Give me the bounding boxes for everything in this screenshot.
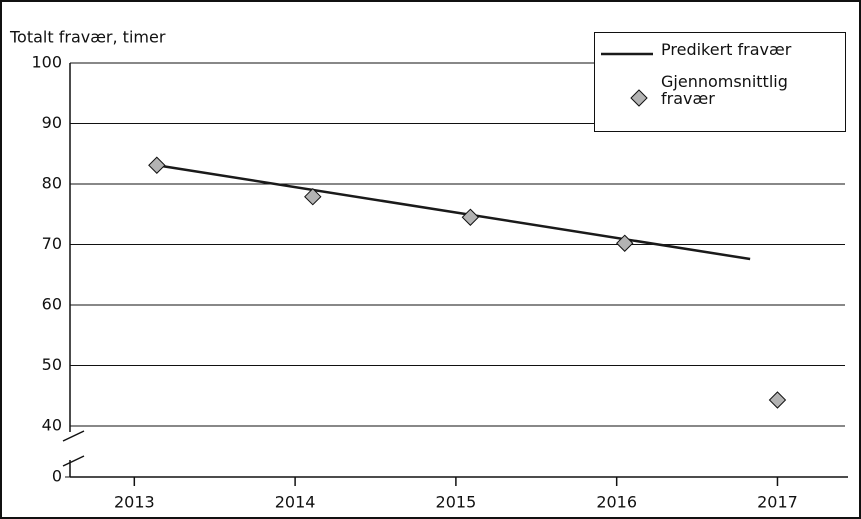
y-tick-label: 100	[31, 53, 62, 72]
data-point	[768, 391, 787, 409]
data-point	[148, 156, 166, 174]
x-tick-label: 2013	[114, 493, 155, 512]
y-tick-label: 50	[42, 355, 62, 374]
y-tick-label: 80	[42, 174, 62, 193]
plot: 0 40 50 60 70 80 90 100 2013 2014 2015 2016 2017	[31, 53, 845, 512]
axis-break	[62, 455, 85, 467]
legend-label: Gjennomsnittlig fravær	[661, 72, 788, 108]
x-tick-label: 2017	[757, 493, 798, 512]
y-tick-label: 90	[42, 113, 62, 132]
y-tick-label: 60	[42, 295, 62, 314]
legend-swatch	[601, 52, 653, 56]
data-line	[156, 164, 751, 261]
y-axis-label: Totalt fravær, timer	[9, 28, 166, 47]
legend-item: Gjennomsnittlig fravær	[595, 73, 845, 123]
data-point	[304, 187, 322, 206]
y-tick-label: 40	[42, 416, 62, 435]
legend: Predikert fravær Gjennomsnittlig fravær	[594, 32, 846, 132]
y-tick-label: 0	[52, 467, 62, 486]
legend-item: Predikert fravær	[595, 41, 845, 67]
x-tick-label: 2014	[275, 493, 316, 512]
axis-break	[62, 430, 85, 442]
legend-label: Predikert fravær	[661, 40, 792, 59]
data-point	[616, 234, 634, 252]
x-tick-label: 2015	[436, 493, 477, 512]
legend-swatch	[630, 89, 648, 107]
x-tick-label: 2016	[596, 493, 637, 512]
legend-symbol	[630, 89, 648, 107]
data-point	[461, 208, 480, 226]
y-tick-label: 70	[42, 234, 62, 253]
